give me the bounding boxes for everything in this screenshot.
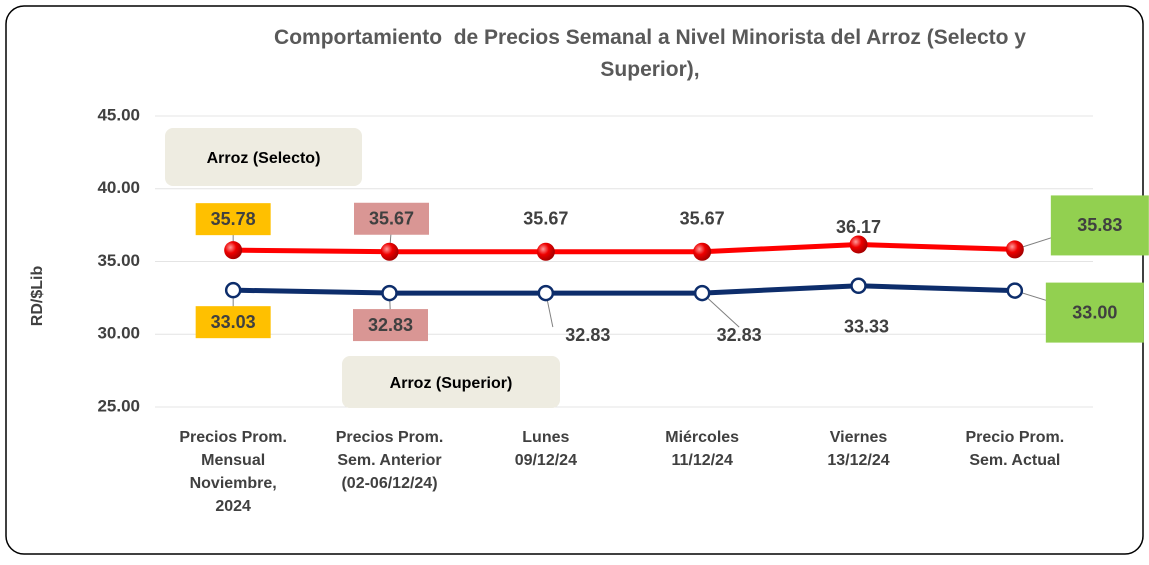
data-label: 35.67 (680, 209, 725, 229)
data-label: 35.78 (211, 209, 256, 229)
data-label-box (353, 309, 428, 342)
marker (1005, 240, 1024, 259)
data-label-box (354, 202, 429, 235)
marker (849, 235, 868, 254)
data-label: 33.00 (1072, 302, 1117, 322)
legend-label: Arroz (Selecto) (207, 150, 321, 167)
marker (224, 241, 243, 260)
x-tick-label: Viernes 13/12/24 (827, 429, 889, 469)
x-tick-label: Miércoles 11/12/24 (665, 429, 739, 469)
y-tick-label: 45.00 (97, 105, 140, 124)
marker (1006, 282, 1024, 299)
data-label: 35.67 (523, 209, 568, 229)
marker (693, 284, 711, 302)
data-label: 35.83 (1077, 215, 1122, 235)
frame (5, 5, 1144, 555)
legend-box (342, 356, 560, 408)
data-label: 32.83 (368, 315, 413, 335)
marker (224, 281, 242, 299)
series-line (233, 283, 1015, 296)
marker (380, 242, 399, 261)
x-tick-label: Precio Prom. Sem. Actual (965, 429, 1064, 469)
y-tick-label: 35.00 (97, 251, 140, 270)
data-label: 35.67 (369, 209, 414, 229)
y-tick-label: 25.00 (97, 396, 140, 415)
y-tick-label: 40.00 (97, 178, 140, 197)
marker (850, 277, 867, 295)
x-tick-label: Precios Prom. Mensual Noviembre, 2024 (179, 429, 287, 515)
legend-box (165, 128, 362, 186)
series-line (233, 241, 1015, 255)
data-label-box (195, 203, 271, 236)
data-label: 36.17 (836, 217, 881, 237)
data-label-box (1050, 195, 1149, 256)
data-label: 32.83 (565, 325, 610, 345)
legend-label: Arroz (Superior) (390, 375, 513, 392)
x-tick-label: Precios Prom. Sem. Anterior (02-06/12/24) (336, 429, 444, 492)
chart-title: Comportamiento de Precios Semanal a Nive… (274, 26, 1026, 81)
y-axis-label: RD/$Lib (29, 266, 46, 327)
leader-line (701, 292, 740, 328)
data-label: 33.33 (844, 317, 889, 337)
data-label-box (1045, 282, 1144, 343)
marker (536, 242, 555, 261)
marker (537, 284, 555, 302)
data-label-box (195, 306, 271, 339)
marker (381, 284, 398, 302)
data-label: 32.83 (717, 325, 762, 345)
marker (693, 242, 712, 261)
data-label: 33.03 (211, 312, 256, 332)
y-tick-label: 30.00 (97, 324, 140, 343)
x-tick-label: Lunes 09/12/24 (515, 429, 577, 469)
